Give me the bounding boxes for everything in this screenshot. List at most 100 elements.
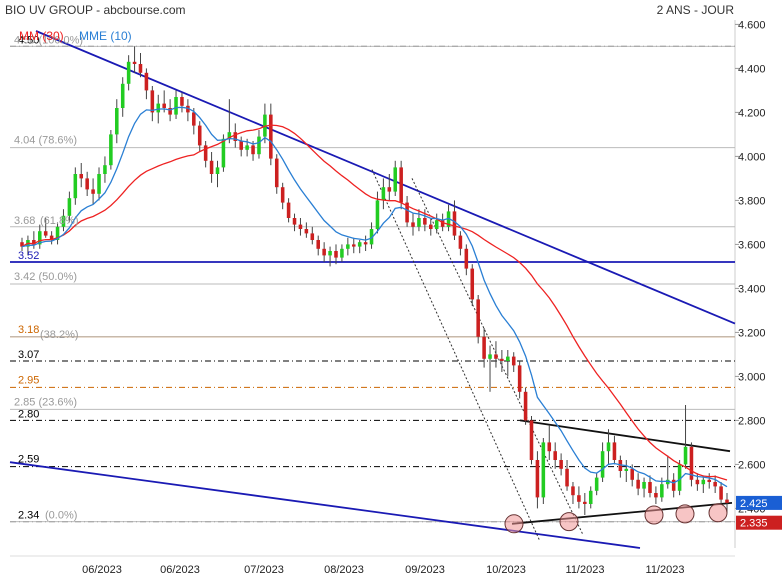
- candle-body: [577, 495, 581, 502]
- last-price-tag: [736, 515, 782, 530]
- candlestick-series: [20, 46, 729, 515]
- x-tick-label: 06/2023: [82, 564, 122, 576]
- candle-body: [43, 231, 48, 236]
- level-label: 3.07: [18, 349, 39, 361]
- candle-body: [61, 215, 66, 227]
- candle-body: [381, 187, 386, 201]
- candle-body: [529, 420, 534, 460]
- y-tick-label: 3.000: [738, 371, 766, 383]
- candle-body: [470, 268, 475, 300]
- candle-body: [624, 468, 629, 471]
- candle-body: [73, 174, 78, 199]
- candle-body: [85, 178, 89, 190]
- candle-body: [245, 145, 249, 150]
- candle-body: [488, 354, 492, 359]
- chart-title: BIO UV GROUP - abcbourse.com: [5, 3, 186, 17]
- candle-body: [138, 64, 143, 73]
- candle-body: [683, 446, 688, 465]
- triangle-lower-line: [511, 502, 733, 525]
- level-label: 2.85 (23.6%): [14, 396, 77, 408]
- candle-body: [630, 468, 634, 480]
- moving-averages: [21, 106, 728, 488]
- level-label: 3.42 (50.0%): [14, 271, 77, 283]
- level-label: 4.04 (78.6%): [14, 135, 77, 147]
- legend-mm: MM (30): [19, 29, 64, 43]
- candle-body: [269, 114, 273, 159]
- candle-body: [660, 484, 664, 498]
- level-labels: 4.504.50 (100.0%) 4.04 (78.6%) 3.68 (61.8%)…: [14, 34, 83, 521]
- candle-body: [227, 132, 232, 139]
- descending-support-line: [9, 461, 641, 549]
- candle-body: [120, 83, 125, 108]
- candle-body: [351, 244, 356, 247]
- candle-body: [482, 336, 486, 359]
- candle-body: [417, 218, 421, 227]
- candle-body: [476, 299, 480, 337]
- candle-body: [423, 218, 427, 225]
- y-tick-label: 3.400: [738, 283, 766, 295]
- legend-mme: MME (10): [79, 29, 132, 43]
- horizontal-levels: [10, 20, 736, 548]
- level-label: 4.50: [18, 34, 39, 46]
- candle-body: [363, 242, 368, 245]
- x-tick-label: 07/2023: [244, 564, 284, 576]
- candle-body: [571, 486, 575, 496]
- candle-body: [565, 468, 569, 487]
- candle-body: [233, 132, 238, 141]
- last-price-tags: 2.425 2.335: [736, 495, 782, 530]
- candle-body: [251, 145, 255, 155]
- y-axis: 4.600 4.400 4.200 4.000 3.800 3.600 3.400 3.200…: [735, 19, 766, 515]
- candle-body: [713, 482, 717, 487]
- candle-body: [642, 482, 646, 489]
- candle-body: [186, 105, 190, 113]
- candle-body: [203, 145, 208, 161]
- candle-body: [298, 224, 303, 229]
- candle-body: [434, 220, 439, 229]
- candle-body: [612, 442, 617, 460]
- descending-resistance-line: [35, 30, 736, 325]
- x-tick-label: 10/2023: [486, 564, 526, 576]
- candle-body: [192, 112, 196, 126]
- support-touch-markers: [504, 503, 728, 534]
- candle-body: [132, 61, 137, 64]
- candle-body: [322, 248, 326, 256]
- candle-body: [280, 187, 285, 203]
- y-tick-label: 4.200: [738, 107, 766, 119]
- candle-body: [174, 97, 178, 115]
- candle-body: [162, 103, 166, 108]
- candle-body: [719, 486, 723, 500]
- candle-body: [32, 240, 36, 245]
- x-tick-label: 11/2023: [566, 564, 605, 576]
- candle-body: [583, 501, 587, 504]
- candle-body: [109, 134, 113, 166]
- candle-body: [334, 251, 338, 258]
- candle-body: [411, 222, 415, 227]
- touch-circle: [644, 505, 664, 525]
- candle-body: [725, 499, 729, 503]
- y-tick-label: 3.800: [738, 195, 766, 207]
- candle-body: [316, 240, 320, 249]
- candle-body: [636, 479, 640, 489]
- candle-body: [328, 251, 332, 256]
- candle-body: [346, 244, 350, 249]
- candle-body: [559, 460, 563, 469]
- candle-body: [209, 160, 214, 174]
- candle-body: [97, 174, 101, 194]
- candle-body: [429, 224, 433, 229]
- level-label: 2.34: [18, 510, 39, 522]
- candle-body: [506, 356, 510, 361]
- level-label: 2.95: [18, 374, 39, 386]
- candle-body: [150, 90, 155, 113]
- last-price-label: 2.425: [740, 498, 768, 510]
- candle-body: [55, 226, 60, 240]
- candle-body: [180, 97, 184, 106]
- candle-body: [126, 61, 131, 84]
- y-tick-label: 4.600: [738, 19, 766, 31]
- candle-body: [405, 202, 409, 223]
- candle-body: [671, 479, 676, 491]
- y-tick-label: 4.400: [738, 63, 766, 75]
- level-label: 4.50 (100.0%): [14, 34, 83, 46]
- touch-circle: [675, 504, 695, 524]
